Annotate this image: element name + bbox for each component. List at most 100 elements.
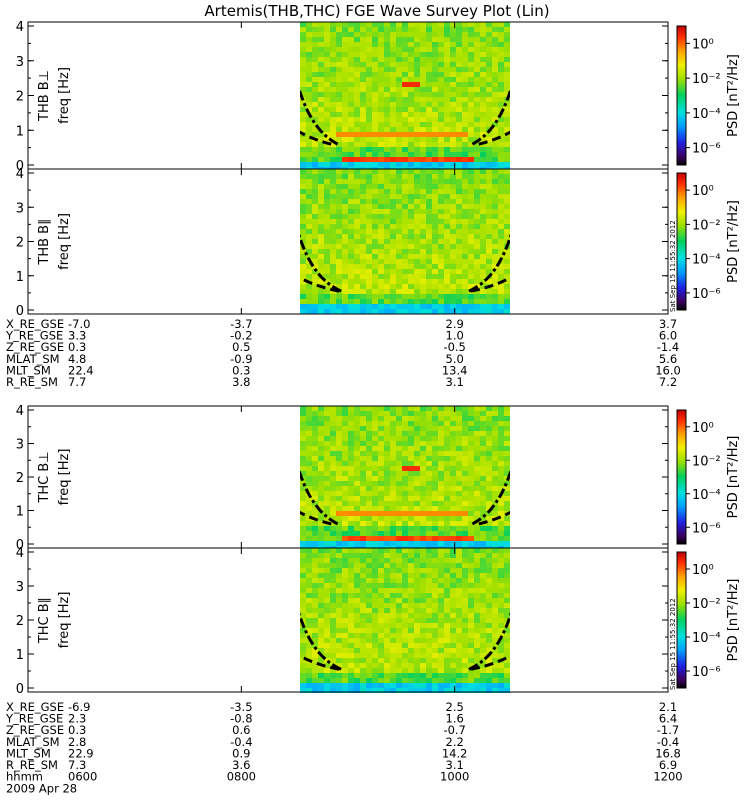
psd-cell [300,162,306,167]
psd-cell [378,269,384,274]
psd-cell [438,122,444,127]
psd-cell [492,27,498,32]
psd-cell [468,573,474,578]
psd-cell [384,578,390,583]
psd-cell [324,162,330,167]
psd-cell [468,456,474,461]
psd-cell [312,481,318,486]
psd-cell [462,47,468,52]
psd-cell [342,37,348,42]
psd-cell [342,174,348,179]
psd-cell [366,269,372,274]
psd-cell [402,608,408,613]
psd-cell [318,97,324,102]
psd-cell [348,406,354,411]
psd-cell [348,152,354,157]
psd-cell [348,234,354,239]
psd-cell [462,451,468,456]
psd-cell [402,451,408,456]
psd-cell [504,471,510,476]
psd-cell [408,683,414,688]
psd-cell [330,52,336,57]
psd-cell [342,563,348,568]
psd-cell [354,77,360,82]
psd-cell [426,598,432,603]
psd-cell [312,678,318,683]
psd-cell [408,593,414,598]
psd-cell [468,603,474,608]
psd-cell [342,648,348,653]
generation-timestamp: Sat Sep 15 11:55:32 2012 [669,598,677,690]
psd-cell [450,411,456,416]
psd-cell [306,87,312,92]
psd-cell [354,82,360,87]
psd-cell [402,501,408,506]
psd-cell [450,588,456,593]
psd-cell [456,162,462,167]
psd-cell [342,132,348,137]
psd-cell [414,548,420,553]
psd-cell [390,491,396,496]
psd-cell [306,102,312,107]
psd-cell [492,244,498,249]
psd-cell [372,209,378,214]
psd-cell [420,526,426,531]
psd-cell [432,618,438,623]
psd-cell [336,461,342,466]
psd-cell [384,426,390,431]
psd-cell [480,152,486,157]
psd-cell [342,466,348,471]
psd-cell [354,254,360,259]
psd-cell [438,461,444,466]
psd-cell [300,673,306,678]
psd-cell [492,658,498,663]
psd-cell [402,481,408,486]
psd-cell [330,643,336,648]
psd-cell [378,204,384,209]
psd-cell [366,441,372,446]
psd-cell [318,578,324,583]
psd-cell [414,92,420,97]
psd-cell [486,27,492,32]
psd-cell [384,603,390,608]
psd-cell [426,169,432,174]
psd-cell [384,411,390,416]
psd-cell [318,648,324,653]
psd-cell [492,421,498,426]
psd-cell [390,608,396,613]
psd-cell [342,152,348,157]
psd-cell [306,122,312,127]
psd-cell [378,274,384,279]
psd-cell [348,67,354,72]
psd-cell [408,27,414,32]
psd-cell [414,563,420,568]
psd-cell [318,82,324,87]
psd-cell [408,668,414,673]
psd-cell [462,269,468,274]
psd-cell [492,102,498,107]
psd-cell [384,279,390,284]
psd-cell [372,603,378,608]
psd-cell [504,274,510,279]
psd-cell [474,461,480,466]
psd-cell [504,77,510,82]
psd-cell [492,184,498,189]
psd-cell [468,426,474,431]
psd-cell [312,279,318,284]
psd-cell [390,598,396,603]
psd-cell [492,127,498,132]
psd-cell [348,536,354,541]
psd-cell [312,598,318,603]
psd-cell [318,588,324,593]
psd-cell [348,663,354,668]
psd-cell [300,481,306,486]
psd-cell [402,511,408,516]
psd-cell [504,264,510,269]
psd-cell [498,416,504,421]
psd-cell [306,22,312,27]
psd-cell [390,536,396,541]
psd-cell [402,486,408,491]
psd-cell [390,294,396,299]
psd-cell [306,127,312,132]
psd-cell [498,289,504,294]
